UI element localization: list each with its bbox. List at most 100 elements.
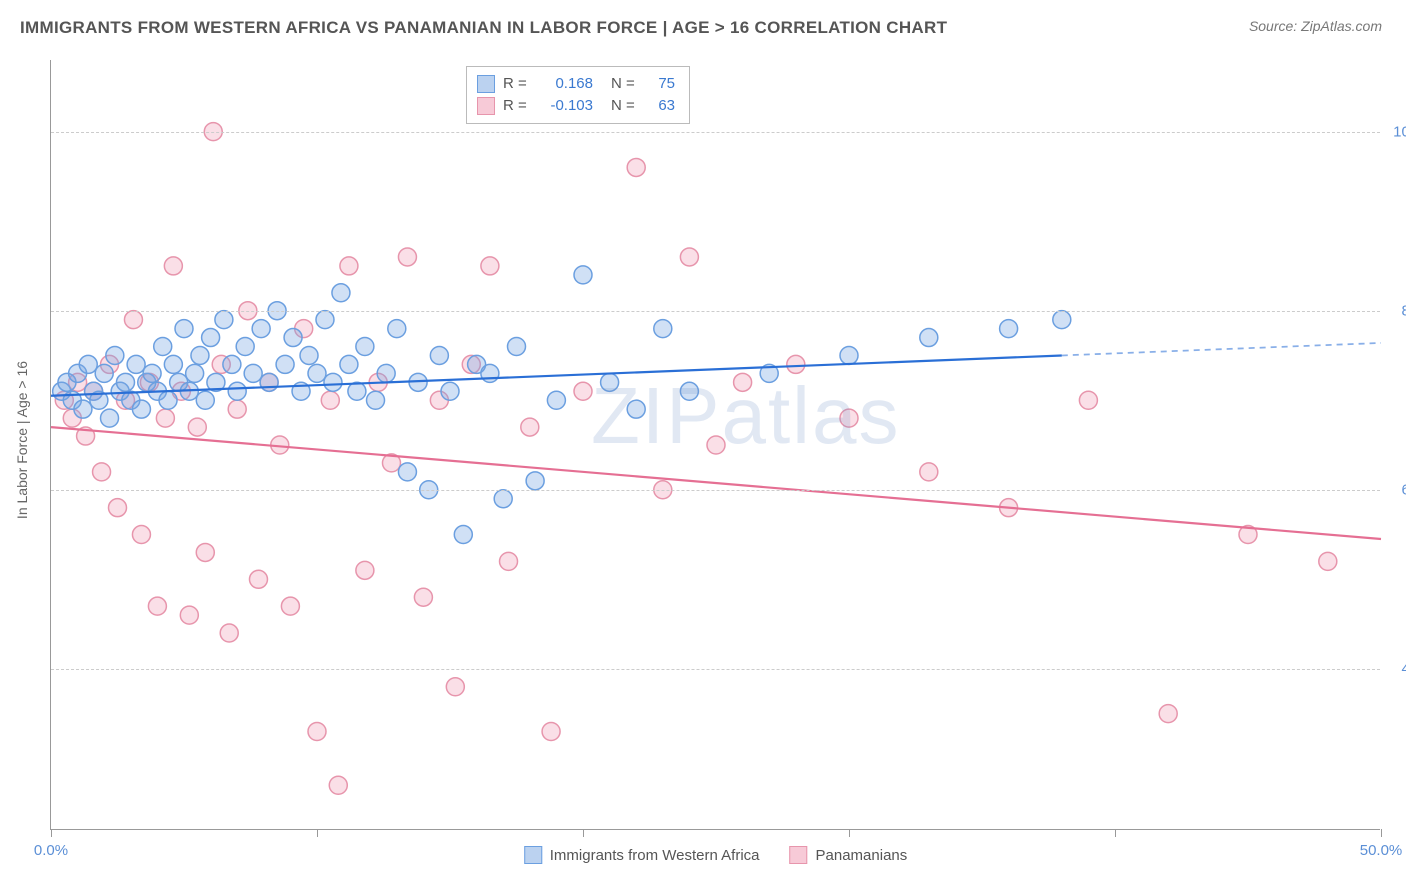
- data-point: [308, 364, 326, 382]
- data-point: [252, 320, 270, 338]
- legend-swatch: [477, 97, 495, 115]
- data-point: [316, 311, 334, 329]
- data-point: [787, 355, 805, 373]
- data-point: [356, 338, 374, 356]
- xtick-label: 0.0%: [34, 842, 68, 859]
- data-point: [707, 436, 725, 454]
- data-point: [93, 463, 111, 481]
- data-point: [494, 490, 512, 508]
- data-point: [332, 284, 350, 302]
- data-point: [500, 552, 518, 570]
- legend-N-label: N =: [611, 95, 639, 117]
- data-point: [196, 543, 214, 561]
- data-point: [377, 364, 395, 382]
- legend-stat-row: R =-0.103N =63: [477, 95, 675, 117]
- data-point: [164, 355, 182, 373]
- data-point: [398, 248, 416, 266]
- data-point: [164, 257, 182, 275]
- data-point: [132, 400, 150, 418]
- data-point: [1079, 391, 1097, 409]
- gridline: [51, 132, 1380, 133]
- xtick: [51, 829, 52, 837]
- xtick: [1381, 829, 1382, 837]
- legend-stat-row: R =0.168N =75: [477, 73, 675, 95]
- data-point: [154, 338, 172, 356]
- data-point: [542, 723, 560, 741]
- data-point: [220, 624, 238, 642]
- data-point: [159, 391, 177, 409]
- data-point: [175, 320, 193, 338]
- data-point: [79, 355, 97, 373]
- legend-series: Immigrants from Western Africa Panamanian…: [524, 846, 908, 864]
- data-point: [526, 472, 544, 490]
- data-point: [430, 346, 448, 364]
- legend-swatch: [477, 75, 495, 93]
- legend-swatch: [524, 846, 542, 864]
- gridline: [51, 669, 1380, 670]
- data-point: [398, 463, 416, 481]
- data-point: [188, 418, 206, 436]
- ytick-label: 60.0%: [1401, 481, 1406, 498]
- plot-svg: [51, 60, 1380, 829]
- data-point: [308, 723, 326, 741]
- data-point: [920, 329, 938, 347]
- data-point: [1319, 552, 1337, 570]
- data-point: [840, 346, 858, 364]
- data-point: [1053, 311, 1071, 329]
- data-point: [441, 382, 459, 400]
- data-point: [1000, 320, 1018, 338]
- legend-stats: R =0.168N =75R =-0.103N =63: [466, 66, 690, 124]
- data-point: [324, 373, 342, 391]
- data-point: [340, 257, 358, 275]
- data-point: [329, 776, 347, 794]
- legend-N-value: 63: [647, 95, 675, 117]
- data-point: [574, 382, 592, 400]
- data-point: [734, 373, 752, 391]
- data-point: [124, 311, 142, 329]
- legend-item: Panamanians: [790, 846, 908, 864]
- data-point: [191, 346, 209, 364]
- data-point: [244, 364, 262, 382]
- ytick-label: 80.0%: [1401, 302, 1406, 319]
- data-point: [148, 597, 166, 615]
- data-point: [228, 400, 246, 418]
- xtick-label: 50.0%: [1360, 842, 1403, 859]
- gridline: [51, 490, 1380, 491]
- data-point: [1159, 705, 1177, 723]
- data-point: [340, 355, 358, 373]
- data-point: [481, 364, 499, 382]
- data-point: [116, 373, 134, 391]
- chart-title: IMMIGRANTS FROM WESTERN AFRICA VS PANAMA…: [20, 18, 947, 38]
- data-point: [180, 606, 198, 624]
- data-point: [228, 382, 246, 400]
- data-point: [156, 409, 174, 427]
- source-label: Source: ZipAtlas.com: [1249, 18, 1382, 34]
- data-point: [249, 570, 267, 588]
- trend-line-extrapolated: [1062, 343, 1381, 356]
- data-point: [223, 355, 241, 373]
- data-point: [281, 597, 299, 615]
- data-point: [186, 364, 204, 382]
- data-point: [574, 266, 592, 284]
- data-point: [132, 526, 150, 544]
- legend-R-label: R =: [503, 73, 531, 95]
- data-point: [143, 364, 161, 382]
- legend-N-value: 75: [647, 73, 675, 95]
- legend-R-label: R =: [503, 95, 531, 117]
- data-point: [627, 158, 645, 176]
- data-point: [481, 257, 499, 275]
- legend-R-value: 0.168: [539, 73, 593, 95]
- data-point: [840, 409, 858, 427]
- xtick: [583, 829, 584, 837]
- data-point: [321, 391, 339, 409]
- data-point: [202, 329, 220, 347]
- data-point: [680, 248, 698, 266]
- data-point: [654, 320, 672, 338]
- xtick: [849, 829, 850, 837]
- data-point: [414, 588, 432, 606]
- data-point: [300, 346, 318, 364]
- data-point: [508, 338, 526, 356]
- legend-label: Immigrants from Western Africa: [550, 847, 760, 864]
- data-point: [260, 373, 278, 391]
- data-point: [95, 364, 113, 382]
